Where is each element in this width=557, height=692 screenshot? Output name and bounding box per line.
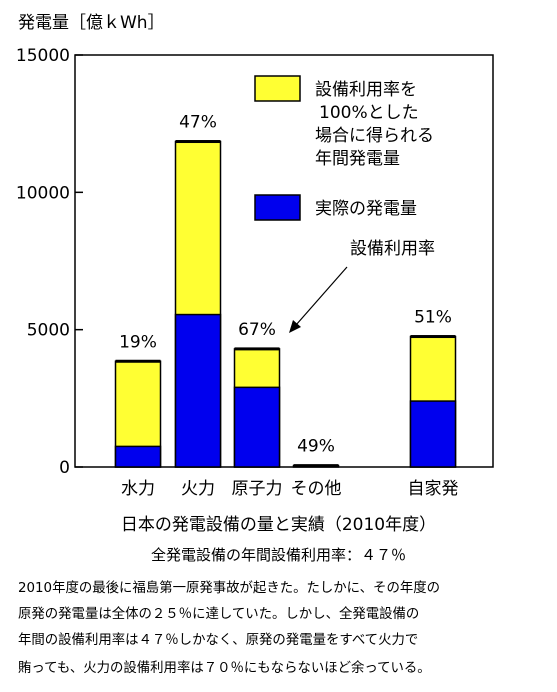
x-category-label: 自家発 <box>408 479 459 499</box>
y-tick-label: 0 <box>59 458 70 478</box>
chart-caption-subtitle: 全発電設備の年間設備利用率：４７％ <box>150 546 406 564</box>
bar-percent-label: 47% <box>179 113 217 133</box>
legend-label-capacity-4: 年間発電量 <box>315 149 400 169</box>
note-line-1: 2010年度の最後に福島第一原発事故が起きた。たしかに、その年度の <box>18 581 441 596</box>
y-axis-title: 発電量［億ｋWh］ <box>18 13 165 33</box>
note-line-3: 年間の設備利用率は４７％しかなく、原発の発電量をすべて火力で <box>18 633 419 648</box>
legend-swatch-actual <box>254 194 301 221</box>
bar-actual <box>409 400 457 468</box>
bar-top-edge <box>410 335 456 339</box>
annotation-label: 設備利用率 <box>350 239 435 259</box>
bars <box>114 140 457 468</box>
y-tick-label: 10000 <box>16 183 70 203</box>
chart-caption-title: 日本の発電設備の量と実績（2010年度） <box>120 515 437 535</box>
plot-frame <box>74 54 494 468</box>
y-tick-label: 5000 <box>27 321 70 341</box>
bar-percent-label: 49% <box>297 437 335 457</box>
x-category-label: 火力 <box>181 479 215 499</box>
legend-label-capacity-2: 100%とした <box>319 103 419 123</box>
bar-top-edge <box>175 140 221 144</box>
annotation-arrow-head <box>289 320 301 333</box>
annotation-arrow-line <box>295 266 348 326</box>
bar-actual <box>174 313 222 468</box>
legend-label-capacity-1: 設備利用率を <box>315 80 417 100</box>
y-tick-label: 15000 <box>16 46 70 66</box>
bar-top-edge <box>115 359 161 363</box>
legend-swatch-capacity <box>254 75 301 102</box>
power-generation-chart: 0 5000 10000 15000 19% 47% 67% 49% 51% 水力 火力 原子力そ… <box>16 46 494 499</box>
x-axis-labels: 水力 火力 原子力 その他 自家発 <box>121 479 459 499</box>
x-category-label: 水力 <box>121 479 155 499</box>
x-category-label: その他 <box>291 479 342 499</box>
legend: 設備利用率を 100%とした 場合に得られる 年間発電量 実際の発電量 <box>254 75 434 221</box>
bar-percent-label: 67% <box>238 320 276 340</box>
bar-top-edge <box>234 347 280 351</box>
bar-labels: 19% 47% 67% 49% 51% <box>119 113 452 457</box>
bar-percent-label: 19% <box>119 332 157 352</box>
x-category-label: 原子力 <box>232 479 283 499</box>
legend-label-capacity-3: 場合に得られる <box>315 126 434 146</box>
note-line-4: 賄っても、火力の設備利用率は７０％にもならないほど余っている。 <box>18 661 431 676</box>
y-axis: 0 5000 10000 15000 <box>16 46 83 478</box>
bar-percent-label: 51% <box>414 308 452 328</box>
bar-top-edge <box>293 464 339 468</box>
bar-actual <box>233 386 281 468</box>
note-line-2: 原発の発電量は全体の２５％に達していた。しかし、全発電設備の <box>18 607 420 622</box>
legend-label-actual: 実際の発電量 <box>315 199 417 219</box>
bar-actual <box>114 445 162 468</box>
